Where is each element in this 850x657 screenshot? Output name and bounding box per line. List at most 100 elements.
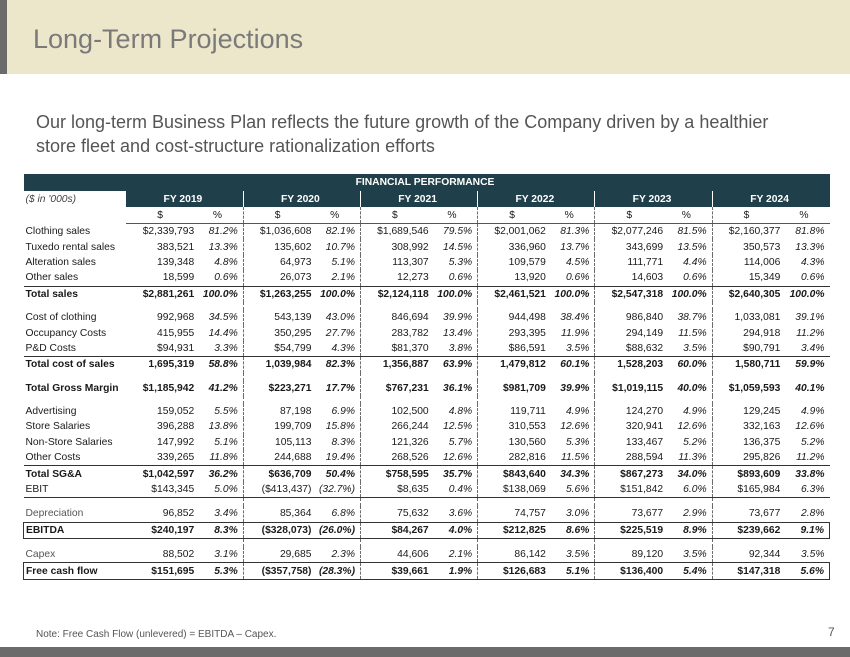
spacer-cell: [431, 301, 479, 310]
percent-cell: 13.8%: [197, 419, 244, 435]
table-row: Depreciation 96,852 3.4% 85,364 6.8% 75,632 3.…: [24, 506, 830, 523]
subheader-percent: %: [314, 207, 362, 224]
amount-cell: $2,881,261: [126, 285, 198, 302]
spacer-cell: [314, 301, 362, 310]
subheader-dollar: $: [712, 207, 784, 224]
row-label: Alteration sales: [25, 256, 96, 268]
percent-cell: 79.5%: [431, 223, 479, 240]
percent-cell: 27.7%: [314, 325, 362, 341]
percent-cell: 36.1%: [431, 380, 479, 396]
amount-cell: 113,307: [392, 256, 429, 268]
year-header: FY 2024: [712, 191, 830, 207]
spacer-cell: [361, 302, 432, 310]
amount-cell: $151,695: [126, 562, 198, 580]
amount-cell: 88,502: [162, 549, 195, 561]
percent-cell: 3.6%: [431, 506, 479, 523]
amount-cell: $86,591: [508, 342, 546, 354]
amount-cell: 12,273: [397, 272, 429, 284]
amount-cell: 85,364: [279, 508, 312, 520]
percent-cell: 11.5%: [548, 450, 596, 466]
spacer-cell: [548, 395, 596, 404]
amount-cell: 283,782: [391, 327, 429, 339]
percent-cell: 5.3%: [197, 562, 244, 580]
spacer-cell: [666, 372, 713, 381]
spacer-cell: [712, 396, 783, 404]
percent-cell: 0.6%: [801, 272, 825, 284]
percent-cell: 11.5%: [666, 325, 713, 341]
amount-cell: $239,662: [712, 521, 784, 540]
amount-cell: $126,683: [477, 562, 549, 580]
percent-cell: 3.0%: [548, 506, 596, 523]
percent-cell: 0.6%: [431, 270, 479, 287]
percent-cell: 100.0%: [314, 285, 362, 302]
amount-cell: 415,955: [157, 327, 195, 339]
spacer-cell: [595, 302, 666, 310]
spacer-cell: [431, 538, 479, 548]
percent-cell: 5.1%: [197, 434, 244, 451]
percent-cell: 14.4%: [197, 325, 244, 341]
percent-cell: 13.7%: [548, 239, 596, 255]
amount-cell: 846,694: [391, 312, 429, 324]
units-label: ($ in '000s): [23, 191, 127, 207]
spacer-cell: [712, 302, 783, 310]
table-row: Store Salaries 396,288 13.8% 199,709 15.8% 26…: [24, 419, 830, 435]
percent-cell: 63.9%: [431, 356, 479, 373]
row-label: Free cash flow: [23, 562, 127, 580]
table-row: Free cash flow $151,695 5.3% ($357,758) (28.…: [23, 562, 831, 580]
percent-cell: 59.9%: [783, 356, 830, 373]
percent-cell: 5.7%: [431, 434, 479, 451]
amount-cell: $84,267: [360, 521, 432, 540]
table-row: Non-Store Salaries 147,992 5.1% 105,113 8.3%…: [24, 434, 830, 451]
amount-cell: 13,920: [514, 272, 546, 284]
row-label: Cost of clothing: [25, 312, 97, 324]
row-label: EBIT: [23, 481, 127, 499]
financial-performance-table-container: FINANCIAL PERFORMANCE ($ in '000s) FY 2019…: [23, 174, 831, 580]
percent-cell: 8.9%: [666, 521, 713, 540]
year-header-row: ($ in '000s) FY 2019 FY 2020 FY 2021 FY 2022…: [23, 191, 830, 207]
amount-cell: 130,560: [508, 436, 546, 448]
percent-cell: (26.0%): [314, 521, 362, 540]
percent-cell: 58.8%: [197, 356, 244, 373]
percent-cell: 4.9%: [666, 403, 713, 420]
amount-cell: $893,609: [712, 465, 784, 482]
percent-cell: 34.5%: [197, 309, 244, 326]
amount-cell: $143,345: [126, 481, 198, 499]
amount-cell: 320,941: [625, 421, 664, 433]
amount-cell: ($413,437): [243, 481, 315, 499]
amount-cell: 343,699: [625, 241, 664, 253]
percent-cell: 0.6%: [197, 270, 244, 287]
subheader-row: $% $% $% $% $% $%: [24, 207, 830, 224]
percent-cell: 2.1%: [314, 270, 362, 287]
percent-cell: 8.6%: [548, 521, 596, 540]
row-label: P&D Costs: [25, 342, 76, 354]
amount-cell: 266,244: [391, 421, 429, 433]
percent-cell: 100.0%: [783, 285, 830, 302]
spacer-cell: [24, 302, 127, 310]
row-label: Capex: [25, 549, 56, 561]
spacer-cell: [712, 539, 783, 548]
spacer-cell: [478, 302, 549, 310]
percent-cell: 10.7%: [314, 239, 362, 255]
spacer-cell: [431, 497, 479, 507]
percent-cell: 3.5%: [548, 547, 596, 563]
table-row: Alteration sales 139,348 4.8% 64,973 5.1% 113…: [24, 254, 830, 271]
percent-cell: 40.0%: [666, 380, 713, 396]
amount-cell: 294,918: [743, 327, 781, 339]
table-row: Other Costs 339,265 11.8% 244,688 19.4% 268,5…: [24, 450, 830, 466]
spacer-cell: [431, 372, 479, 381]
row-label: Tuxedo rental sales: [25, 241, 115, 253]
amount-cell: $1,019,115: [612, 382, 664, 394]
amount-cell: 102,500: [391, 406, 429, 418]
spacer-cell: [314, 538, 362, 548]
spacer-cell: [666, 395, 713, 404]
percent-cell: 4.0%: [431, 521, 479, 540]
percent-cell: 5.2%: [801, 436, 825, 448]
footer-bar: [0, 647, 850, 657]
percent-cell: 2.9%: [666, 506, 713, 523]
financial-performance-table: FINANCIAL PERFORMANCE ($ in '000s) FY 2019…: [23, 174, 831, 580]
percent-cell: 14.5%: [431, 239, 479, 255]
spacer-cell: [548, 301, 596, 310]
amount-cell: 89,120: [631, 549, 664, 561]
amount-cell: 121,326: [391, 436, 429, 448]
percent-cell: 60.0%: [666, 356, 713, 373]
